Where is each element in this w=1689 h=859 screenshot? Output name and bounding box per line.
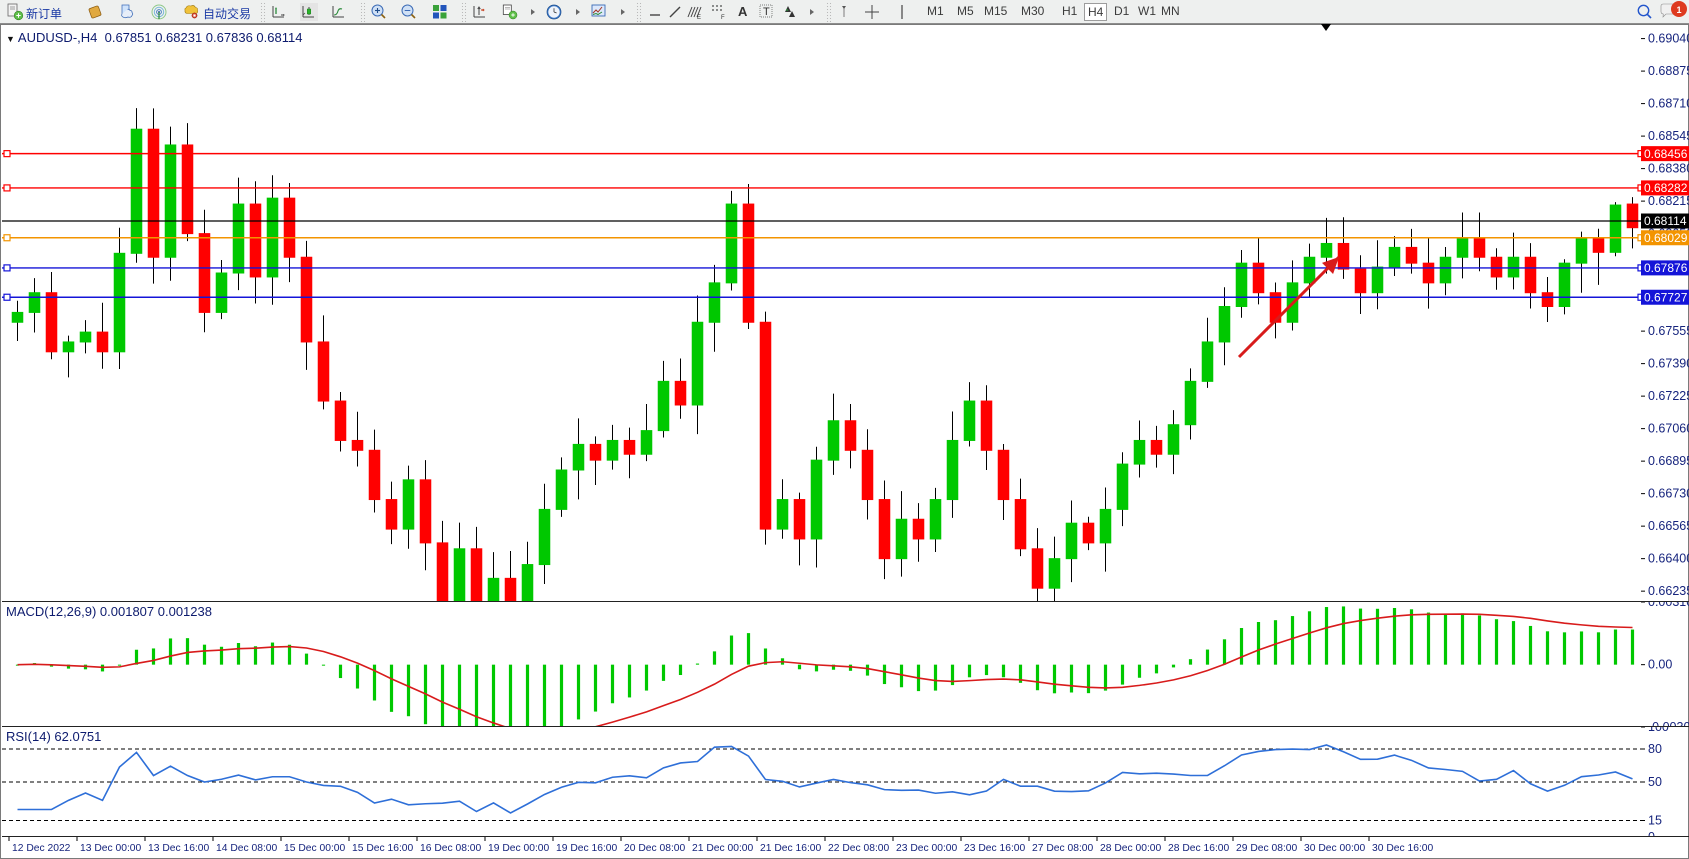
svg-text:50: 50 — [1648, 775, 1662, 789]
svg-text:23 Dec 16:00: 23 Dec 16:00 — [964, 843, 1026, 854]
svg-text:E: E — [697, 15, 701, 21]
svg-text:0.00: 0.00 — [1648, 658, 1672, 672]
svg-text:0.68710: 0.68710 — [1648, 97, 1689, 111]
svg-text:0.69040: 0.69040 — [1648, 32, 1689, 46]
svg-text:T: T — [763, 6, 770, 18]
svg-text:19 Dec 16:00: 19 Dec 16:00 — [556, 843, 618, 854]
svg-text:100: 100 — [1648, 727, 1669, 734]
svg-text:0.68545: 0.68545 — [1648, 129, 1689, 143]
svg-text:0.003105: 0.003105 — [1648, 602, 1689, 609]
svg-text:0.66400: 0.66400 — [1648, 552, 1689, 566]
svg-text:16 Dec 08:00: 16 Dec 08:00 — [420, 843, 482, 854]
svg-text:12 Dec 2022: 12 Dec 2022 — [12, 843, 71, 854]
svg-text:0.67390: 0.67390 — [1648, 357, 1689, 371]
svg-text:0.68114: 0.68114 — [1644, 214, 1687, 228]
svg-text:0.67555: 0.67555 — [1648, 324, 1689, 338]
svg-text:29 Dec 08:00: 29 Dec 08:00 — [1236, 843, 1298, 854]
svg-text:14 Dec 08:00: 14 Dec 08:00 — [216, 843, 278, 854]
svg-text:23 Dec 00:00: 23 Dec 00:00 — [896, 843, 958, 854]
svg-text:15: 15 — [1648, 814, 1662, 828]
svg-text:22 Dec 08:00: 22 Dec 08:00 — [828, 843, 890, 854]
svg-text:0.68282: 0.68282 — [1644, 181, 1688, 195]
svg-text:1: 1 — [1676, 5, 1681, 15]
svg-text:0.67876: 0.67876 — [1644, 261, 1688, 275]
svg-text:28 Dec 16:00: 28 Dec 16:00 — [1168, 843, 1230, 854]
svg-text:0.66235: 0.66235 — [1648, 584, 1689, 598]
svg-text:0.67727: 0.67727 — [1644, 290, 1688, 304]
svg-text:F: F — [721, 15, 725, 21]
svg-text:A: A — [738, 4, 748, 19]
svg-text:0.68029: 0.68029 — [1644, 231, 1688, 245]
svg-text:13 Dec 16:00: 13 Dec 16:00 — [148, 843, 210, 854]
svg-text:15 Dec 00:00: 15 Dec 00:00 — [284, 843, 346, 854]
svg-text:0.66895: 0.66895 — [1648, 454, 1689, 468]
svg-text:27 Dec 08:00: 27 Dec 08:00 — [1032, 843, 1094, 854]
svg-text:0.66565: 0.66565 — [1648, 519, 1689, 533]
svg-text:20 Dec 08:00: 20 Dec 08:00 — [624, 843, 686, 854]
svg-text:0.68215: 0.68215 — [1648, 194, 1689, 208]
svg-text:30 Dec 16:00: 30 Dec 16:00 — [1372, 843, 1434, 854]
svg-text:19 Dec 00:00: 19 Dec 00:00 — [488, 843, 550, 854]
svg-text:28 Dec 00:00: 28 Dec 00:00 — [1100, 843, 1162, 854]
svg-text:0.67060: 0.67060 — [1648, 422, 1689, 436]
svg-text:0.67225: 0.67225 — [1648, 389, 1689, 403]
svg-text:0.68875: 0.68875 — [1648, 64, 1689, 78]
svg-text:30 Dec 00:00: 30 Dec 00:00 — [1304, 843, 1366, 854]
svg-text:21 Dec 00:00: 21 Dec 00:00 — [692, 843, 754, 854]
svg-text:21 Dec 16:00: 21 Dec 16:00 — [760, 843, 822, 854]
svg-text:0.68456: 0.68456 — [1644, 147, 1688, 161]
svg-text:0.66730: 0.66730 — [1648, 487, 1689, 501]
svg-text:80: 80 — [1648, 742, 1662, 756]
svg-text:0.68380: 0.68380 — [1648, 162, 1689, 176]
svg-text:13 Dec 00:00: 13 Dec 00:00 — [80, 843, 142, 854]
svg-text:15 Dec 16:00: 15 Dec 16:00 — [352, 843, 414, 854]
